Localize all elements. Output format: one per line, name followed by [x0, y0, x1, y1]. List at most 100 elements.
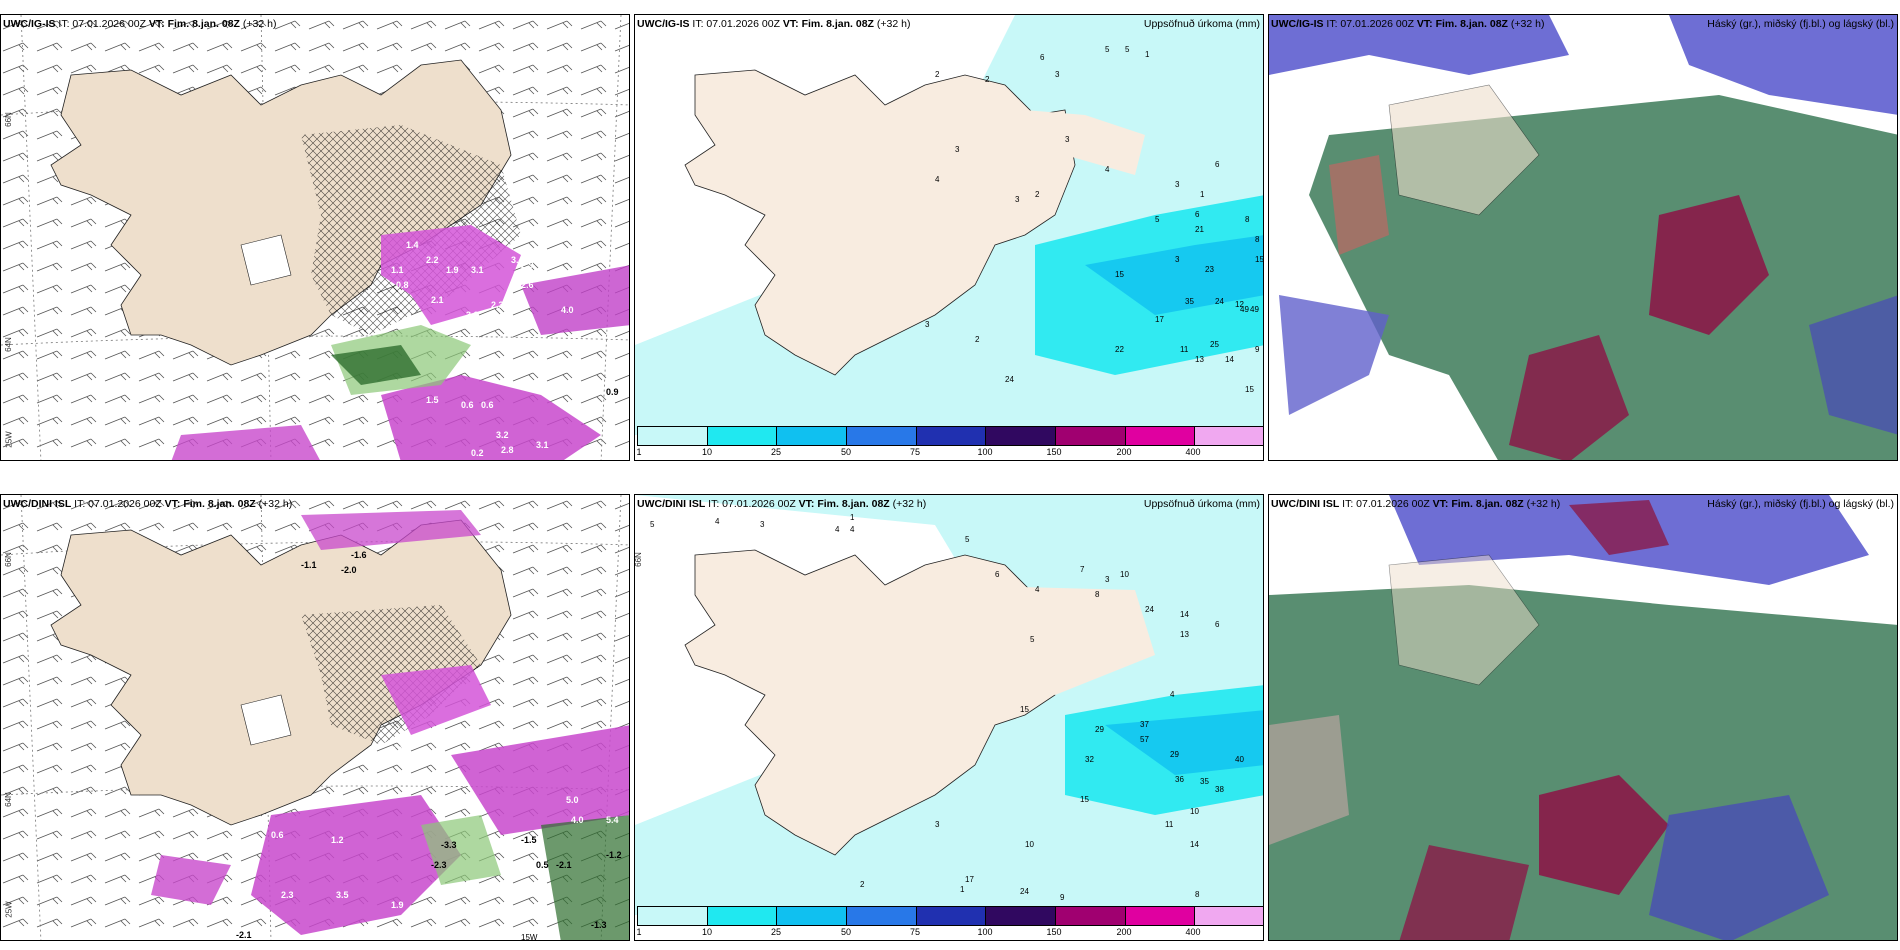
model-name: UWC/DINI ISL	[637, 498, 706, 510]
colorbar-tick: 100	[977, 927, 993, 937]
panel-title: Háský (gr.), miðský (fj.bl.) og lágský (…	[1707, 498, 1894, 510]
precip-value: 17	[965, 875, 974, 884]
temp-label: 0.9	[606, 387, 619, 397]
colorbar-tick: 25	[770, 927, 782, 937]
colorbar-swatch	[986, 427, 1057, 445]
colorbar-tick: 400	[1185, 447, 1201, 457]
temp-label: 0.6	[271, 830, 284, 840]
precip-value: 3	[1065, 135, 1070, 144]
model-name: UWC/IG-IS	[3, 18, 56, 30]
precip-value: 4	[715, 517, 720, 526]
temp-label: 1.3	[421, 905, 434, 915]
precip-value: 14	[1180, 610, 1189, 619]
colorbar-swatch	[777, 427, 848, 445]
map-igis-precip	[635, 15, 1263, 435]
precip-value: 13	[1195, 355, 1204, 364]
precip-value: 3	[1015, 195, 1020, 204]
model-name: UWC/DINI ISL	[3, 498, 72, 510]
temp-label: 1.4	[406, 240, 419, 250]
temp-label: 2.8	[501, 445, 514, 455]
colorbar-swatch	[1195, 907, 1263, 925]
precip-value: 2	[985, 75, 990, 84]
panel-header: UWC/DINI ISL IT: 07.01.2026 00Z VT: Fim.…	[3, 498, 292, 510]
temp-label: -3.3	[441, 840, 457, 850]
temp-label: 1.9	[391, 900, 404, 910]
precip-value: 3	[1175, 255, 1180, 264]
precip-value: 3	[1105, 575, 1110, 584]
init-time: IT: 07.01.2026 00Z	[708, 498, 796, 510]
precip-value: 1	[1200, 190, 1205, 199]
temp-label: 0.4	[416, 770, 429, 780]
precip-value: 5	[1125, 45, 1130, 54]
precip-value: 10	[1025, 840, 1034, 849]
panel-dini-wind: UWC/DINI ISL IT: 07.01.2026 00Z VT: Fim.…	[0, 494, 630, 941]
temp-labels-p4: -1.1 -2.0 -1.6 0.8 0.4 1.2 3.5 1.9 1.6 2…	[1, 495, 629, 940]
forecast-offset: (+32 h)	[258, 498, 293, 510]
model-name: UWC/DINI ISL	[1271, 498, 1340, 510]
panel-dini-precip: UWC/DINI ISL IT: 07.01.2026 00Z VT: Fim.…	[634, 494, 1264, 941]
panel-dini-clouds: UWC/DINI ISL IT: 07.01.2026 00Z VT: Fim.…	[1268, 494, 1898, 941]
colorbar-tick: 25	[770, 447, 782, 457]
temp-label: -2.3	[431, 860, 447, 870]
init-time: IT: 07.01.2026 00Z	[1326, 18, 1414, 30]
precip-value: 8	[1245, 215, 1250, 224]
precip-value: 49	[1250, 305, 1259, 314]
precip-value: 5	[1030, 635, 1035, 644]
precip-value: 15	[1255, 255, 1264, 264]
colorbar-tick: 1	[636, 447, 642, 457]
precip-value: 40	[1235, 755, 1244, 764]
colorbar-swatch	[916, 427, 987, 445]
forecast-offset: (+32 h)	[242, 18, 277, 30]
colorbar-tick: 150	[1046, 927, 1062, 937]
init-time: IT: 07.01.2026 00Z	[74, 498, 162, 510]
temp-label: -1.2	[606, 850, 622, 860]
precip-value: 11	[1180, 345, 1189, 354]
temp-label: 1.2	[331, 835, 344, 845]
panel-title: Uppsöfnuð úrkoma (mm)	[1143, 18, 1260, 30]
temp-label: 0.6	[481, 400, 494, 410]
panel-header: UWC/IG-IS IT: 07.01.2026 00Z VT: Fim. 8.…	[637, 18, 910, 30]
temp-label: 5.4	[606, 815, 619, 825]
temp-label: 1.5	[426, 395, 439, 405]
valid-time: VT: Fim. 8.jan. 08Z	[1432, 498, 1524, 510]
precip-value: 10	[1190, 807, 1199, 816]
precip-value: 5	[1155, 215, 1160, 224]
temp-label: 3.2	[496, 430, 509, 440]
precip-value: 3	[935, 820, 940, 829]
precip-value: 29	[1095, 725, 1104, 734]
panel-title: Háský (gr.), miðský (fj.bl.) og lágský (…	[1707, 18, 1894, 30]
colorbar-tick: 200	[1116, 447, 1132, 457]
precip-value: 35	[1185, 297, 1194, 306]
colorbar-labels: 1 10 25 50 75 100 150 200 400	[636, 447, 1263, 459]
colorbar-swatch	[916, 907, 987, 925]
precip-value: 8	[1255, 235, 1260, 244]
precip-value: 4	[935, 175, 940, 184]
panel-title: Uppsöfnuð úrkoma (mm)	[1143, 498, 1260, 510]
panel-igis-precip: UWC/IG-IS IT: 07.01.2026 00Z VT: Fim. 8.…	[634, 14, 1264, 461]
colorbar-tick: 100	[977, 447, 993, 457]
precip-values-p5: 5 4 3 1 4 4 6 5 4 3 7 8 10 14 13 24 6 5 …	[635, 495, 1263, 940]
precip-value: 15	[1020, 705, 1029, 714]
precip-value: 9	[1255, 345, 1260, 354]
precip-value: 3	[760, 520, 765, 529]
forecast-offset: (+32 h)	[1510, 18, 1545, 30]
precip-value: 17	[1155, 315, 1164, 324]
temp-label: 4.0	[561, 305, 574, 315]
precip-value: 57	[1140, 735, 1149, 744]
precip-value: 36	[1175, 775, 1184, 784]
colorbar-tick: 10	[701, 927, 713, 937]
precip-value: 1	[960, 885, 965, 894]
precip-value: 7	[1080, 565, 1085, 574]
precip-value: 3	[925, 320, 930, 329]
panel-igis-clouds: UWC/IG-IS IT: 07.01.2026 00Z VT: Fim. 8.…	[1268, 14, 1898, 461]
precip-value: 35	[1200, 777, 1209, 786]
precip-value: 3	[1055, 70, 1060, 79]
precip-value: 25	[1210, 340, 1219, 349]
colorbar-swatch	[1125, 907, 1196, 925]
temp-label: 3.1	[536, 440, 549, 450]
precip-value: 6	[995, 570, 1000, 579]
forecast-offset: (+32 h)	[892, 498, 927, 510]
panel-header: UWC/DINI ISL IT: 07.01.2026 00Z VT: Fim.…	[1271, 498, 1560, 510]
precip-value: 2	[860, 880, 865, 889]
temp-label: 0.5	[536, 860, 549, 870]
